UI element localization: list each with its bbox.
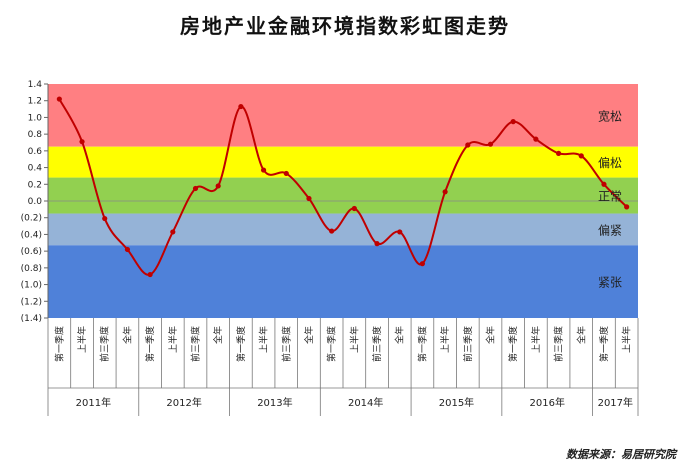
y-tick-label: 0.4 <box>28 164 43 174</box>
data-point <box>192 185 199 192</box>
category-label: 上半年 <box>167 326 179 353</box>
y-axis: 1.4 1.2 1.0 0.8 0.6 0.4 0.2 0.0 (0.2) (0.4) (0.6) (… <box>21 80 49 324</box>
y-tick-label: 0.0 <box>28 197 43 207</box>
band-label: 紧张 <box>598 276 622 290</box>
category-label: 上半年 <box>258 326 270 353</box>
year-label: 2013年 <box>257 396 292 409</box>
year-label: 2011年 <box>76 396 111 409</box>
category-label: 上半年 <box>76 326 88 353</box>
year-label: 2014年 <box>348 396 383 409</box>
data-point <box>102 215 108 222</box>
y-tick-label: (1.4) <box>21 314 42 324</box>
data-point <box>238 103 244 110</box>
band-4 <box>48 245 638 318</box>
category-label: 第一季度 <box>235 326 247 362</box>
category-label: 全年 <box>121 326 133 344</box>
y-tick-label: (0.8) <box>21 264 42 274</box>
data-point <box>260 167 267 173</box>
data-point <box>465 142 471 148</box>
year-label: 2012年 <box>166 396 201 409</box>
data-point <box>578 153 584 159</box>
data-point <box>351 205 357 212</box>
category-label: 全年 <box>575 326 587 344</box>
band-label: 偏紧 <box>598 222 622 237</box>
category-label: 第一季度 <box>144 326 156 362</box>
category-label: 上半年 <box>621 326 633 353</box>
series-group <box>56 96 630 278</box>
category-label: 前三季度 <box>190 326 202 362</box>
y-tick-label: (1.0) <box>21 281 42 291</box>
category-label: 前三季度 <box>99 326 111 362</box>
category-label: 第一季度 <box>53 326 65 362</box>
category-label: 全年 <box>394 326 406 344</box>
band-0 <box>48 84 638 147</box>
data-point <box>533 136 539 142</box>
data-point <box>555 150 562 156</box>
data-point <box>306 195 312 202</box>
y-tick-label: 1.0 <box>28 113 43 123</box>
source-note: 数据来源：易居研究院 <box>566 448 676 461</box>
band-group <box>48 84 638 318</box>
band-label: 宽松 <box>598 108 622 123</box>
category-label: 上半年 <box>530 326 542 353</box>
year-label: 2017年 <box>598 396 633 409</box>
category-label: 全年 <box>212 326 224 344</box>
data-point <box>487 141 494 147</box>
data-point <box>124 246 131 253</box>
y-tick-label: (0.6) <box>21 247 42 257</box>
y-tick-label: 0.2 <box>28 180 42 190</box>
category-label: 第一季度 <box>507 326 519 362</box>
category-label: 第一季度 <box>416 326 428 362</box>
band-1 <box>48 146 638 178</box>
band-label: 偏松 <box>598 155 622 170</box>
year-label: 2015年 <box>439 396 474 409</box>
data-point <box>397 229 403 235</box>
y-tick-label: 1.4 <box>28 80 43 90</box>
y-tick-label: (0.2) <box>21 214 42 224</box>
data-point <box>329 228 335 234</box>
y-tick-label: 1.2 <box>28 97 42 107</box>
x-axis: 第一季度 上半年 前三季度 全年 第一季度 上半年 前三季度 全年 第一季度 上半年 前三季度 全年第… <box>47 200 639 416</box>
data-point <box>283 170 289 177</box>
y-tick-label: 0.8 <box>28 130 43 140</box>
data-point <box>419 261 426 267</box>
category-label: 前三季度 <box>462 326 474 362</box>
y-tick-label: 0.6 <box>28 147 43 157</box>
data-point <box>170 229 176 235</box>
category-label: 全年 <box>303 326 315 344</box>
band-label: 正常 <box>598 190 622 204</box>
data-point <box>442 189 448 195</box>
category-label: 前三季度 <box>553 326 565 362</box>
category-label: 第一季度 <box>326 326 338 362</box>
data-point <box>215 183 221 189</box>
data-point <box>147 271 153 278</box>
data-point <box>624 204 630 210</box>
chart-title: 房地产业金融环境指数彩虹图走势 <box>180 14 510 38</box>
data-point <box>79 139 85 145</box>
category-label: 前三季度 <box>280 326 292 362</box>
category-label: 第一季度 <box>598 326 610 362</box>
category-label: 前三季度 <box>371 326 383 362</box>
band-2 <box>48 177 638 214</box>
category-label: 全年 <box>485 326 497 344</box>
category-label: 上半年 <box>348 326 360 353</box>
y-tick-label: (0.4) <box>21 230 42 240</box>
data-point <box>510 119 516 125</box>
y-tick-label: (1.2) <box>21 297 42 307</box>
category-label: 上半年 <box>439 326 451 353</box>
data-point <box>56 96 62 102</box>
year-label: 2016年 <box>530 396 565 409</box>
data-point <box>374 241 380 247</box>
data-point <box>601 181 607 187</box>
